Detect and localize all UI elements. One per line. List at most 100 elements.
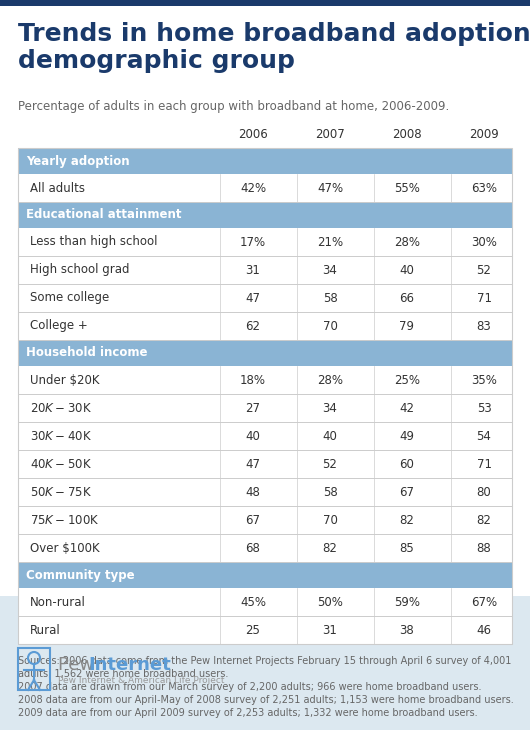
FancyBboxPatch shape xyxy=(18,506,512,534)
Text: 35%: 35% xyxy=(471,374,497,386)
Text: 62: 62 xyxy=(245,320,261,332)
Text: 42%: 42% xyxy=(240,182,266,194)
Text: 2008 data are from our April-May of 2008 survey of 2,251 adults; 1,153 were home: 2008 data are from our April-May of 2008… xyxy=(18,695,514,705)
Text: 18%: 18% xyxy=(240,374,266,386)
Text: 25: 25 xyxy=(245,623,260,637)
FancyBboxPatch shape xyxy=(18,588,512,616)
Text: 25%: 25% xyxy=(394,374,420,386)
Text: 66: 66 xyxy=(400,291,414,304)
Text: 52: 52 xyxy=(323,458,338,471)
Text: Internet: Internet xyxy=(88,656,171,674)
FancyBboxPatch shape xyxy=(18,450,512,478)
Text: 2008: 2008 xyxy=(392,128,422,141)
Text: $75K-$100K: $75K-$100K xyxy=(30,513,100,526)
FancyBboxPatch shape xyxy=(0,596,530,730)
Text: 2007: 2007 xyxy=(315,128,345,141)
Text: All adults: All adults xyxy=(30,182,85,194)
Text: 40: 40 xyxy=(323,429,338,442)
FancyBboxPatch shape xyxy=(18,228,512,256)
Text: 40: 40 xyxy=(245,429,260,442)
Text: 30%: 30% xyxy=(471,236,497,248)
Text: 80: 80 xyxy=(476,485,491,499)
Text: 67: 67 xyxy=(245,513,261,526)
Text: 58: 58 xyxy=(323,485,338,499)
FancyBboxPatch shape xyxy=(18,174,512,202)
FancyBboxPatch shape xyxy=(18,616,512,644)
Text: 2009 data are from our April 2009 survey of 2,253 adults; 1,332 were home broadb: 2009 data are from our April 2009 survey… xyxy=(18,708,478,718)
Text: 21%: 21% xyxy=(317,236,343,248)
Text: 34: 34 xyxy=(323,402,338,415)
Text: $40K-$50K: $40K-$50K xyxy=(30,458,92,471)
Text: 31: 31 xyxy=(245,264,260,277)
Text: 67: 67 xyxy=(400,485,414,499)
Text: 2007 data are drawn from our March survey of 2,200 adults; 966 were home broadba: 2007 data are drawn from our March surve… xyxy=(18,682,481,692)
Text: Over $100K: Over $100K xyxy=(30,542,100,555)
Text: 88: 88 xyxy=(476,542,491,555)
Text: Community type: Community type xyxy=(26,569,135,582)
FancyBboxPatch shape xyxy=(0,0,530,6)
Text: 63%: 63% xyxy=(471,182,497,194)
Text: 49: 49 xyxy=(400,429,414,442)
Text: 82: 82 xyxy=(400,513,414,526)
FancyBboxPatch shape xyxy=(18,312,512,340)
Text: 53: 53 xyxy=(476,402,491,415)
Text: 46: 46 xyxy=(476,623,491,637)
Text: Less than high school: Less than high school xyxy=(30,236,157,248)
Text: $50K-$75K: $50K-$75K xyxy=(30,485,92,499)
Text: 2009: 2009 xyxy=(469,128,499,141)
Text: 47%: 47% xyxy=(317,182,343,194)
Text: 48: 48 xyxy=(245,485,260,499)
Text: 59%: 59% xyxy=(394,596,420,609)
Text: 58: 58 xyxy=(323,291,338,304)
Text: Trends in home broadband adoption by
demographic group: Trends in home broadband adoption by dem… xyxy=(18,22,530,73)
Text: Non-rural: Non-rural xyxy=(30,596,86,609)
FancyBboxPatch shape xyxy=(18,256,512,284)
Text: 47: 47 xyxy=(245,458,261,471)
Text: 31: 31 xyxy=(323,623,338,637)
Text: Educational attainment: Educational attainment xyxy=(26,209,181,221)
Text: 28%: 28% xyxy=(394,236,420,248)
Text: $30K-$40K: $30K-$40K xyxy=(30,429,92,442)
Text: Yearly adoption: Yearly adoption xyxy=(26,155,130,167)
Text: 68: 68 xyxy=(245,542,260,555)
Text: adults; 1,562 were home broadband users.: adults; 1,562 were home broadband users. xyxy=(18,669,228,679)
Text: Rural: Rural xyxy=(30,623,61,637)
Text: Pew: Pew xyxy=(58,656,100,674)
FancyBboxPatch shape xyxy=(18,478,512,506)
FancyBboxPatch shape xyxy=(18,422,512,450)
FancyBboxPatch shape xyxy=(18,394,512,422)
Text: Some college: Some college xyxy=(30,291,109,304)
Text: 67%: 67% xyxy=(471,596,497,609)
Text: Percentage of adults in each group with broadband at home, 2006-2009.: Percentage of adults in each group with … xyxy=(18,100,449,113)
Text: 50%: 50% xyxy=(317,596,343,609)
Text: Pew Internet & American Life Project: Pew Internet & American Life Project xyxy=(58,676,225,685)
FancyBboxPatch shape xyxy=(18,202,512,228)
Text: 40: 40 xyxy=(400,264,414,277)
Text: 17%: 17% xyxy=(240,236,266,248)
Text: 82: 82 xyxy=(476,513,491,526)
Text: 71: 71 xyxy=(476,291,491,304)
Text: 42: 42 xyxy=(400,402,414,415)
Text: 70: 70 xyxy=(323,320,338,332)
Text: High school grad: High school grad xyxy=(30,264,129,277)
Text: 47: 47 xyxy=(245,291,261,304)
Text: Under $20K: Under $20K xyxy=(30,374,100,386)
Text: College +: College + xyxy=(30,320,88,332)
FancyBboxPatch shape xyxy=(18,284,512,312)
Text: Household income: Household income xyxy=(26,347,147,359)
FancyBboxPatch shape xyxy=(18,562,512,588)
Text: $20K-$30K: $20K-$30K xyxy=(30,402,92,415)
FancyBboxPatch shape xyxy=(18,366,512,394)
Text: Sources: 2006 data come from the Pew Internet Projects February 15 through April: Sources: 2006 data come from the Pew Int… xyxy=(18,656,511,666)
Text: 2006: 2006 xyxy=(238,128,268,141)
Text: 45%: 45% xyxy=(240,596,266,609)
FancyBboxPatch shape xyxy=(18,534,512,562)
Text: 52: 52 xyxy=(476,264,491,277)
FancyBboxPatch shape xyxy=(18,148,512,174)
Text: 27: 27 xyxy=(245,402,261,415)
Text: 54: 54 xyxy=(476,429,491,442)
Text: 38: 38 xyxy=(400,623,414,637)
Text: 70: 70 xyxy=(323,513,338,526)
Text: 28%: 28% xyxy=(317,374,343,386)
Text: 79: 79 xyxy=(400,320,414,332)
